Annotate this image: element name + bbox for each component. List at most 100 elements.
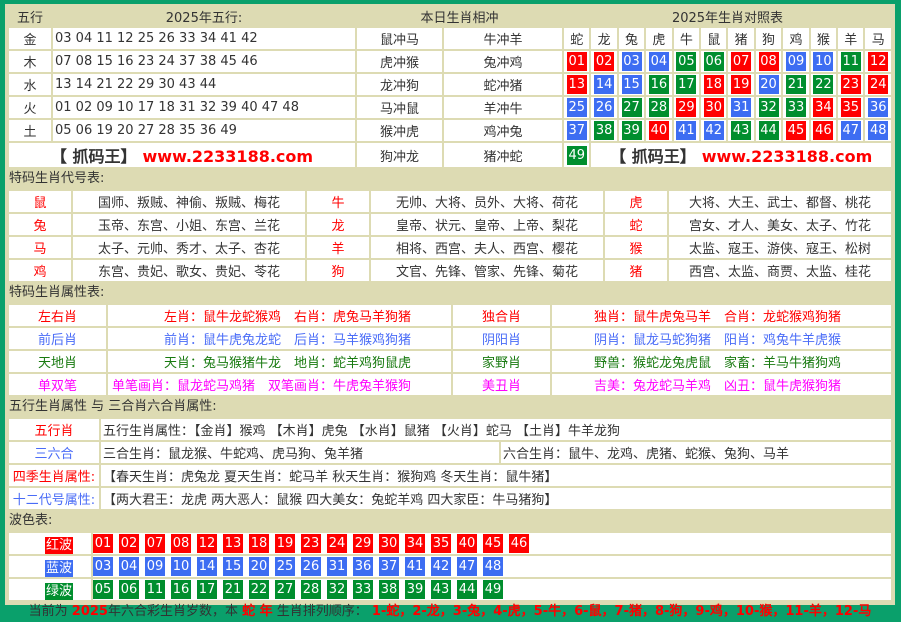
attr-row: 天地肖 天肖：兔马猴猪牛龙 地肖：蛇羊鸡狗鼠虎 家野肖 野兽：猴蛇龙兔虎鼠 家畜：羊马…: [9, 351, 891, 372]
number-ball: 03: [93, 557, 113, 576]
zodiac-animal: 兔: [618, 28, 645, 49]
attr-a: 阴肖：鼠龙马蛇狗猪: [593, 333, 711, 348]
attr-label: 前后肖: [9, 328, 106, 349]
clash-1: 龙冲狗: [357, 74, 442, 95]
zodiac-number-cell: 30: [701, 97, 727, 118]
zodiac-number-cell: 03: [618, 51, 645, 72]
clash-2: 猪冲蛇: [444, 143, 563, 167]
number-ball: 09: [785, 52, 806, 71]
element-numbers: 13 14 21 22 29 30 43 44: [53, 74, 355, 95]
number-ball: 07: [145, 534, 165, 553]
number-ball: 29: [353, 534, 373, 553]
clash-2: 牛冲羊: [444, 28, 563, 49]
number-ball: 40: [457, 534, 477, 553]
zodiac-number-cell: 48: [865, 120, 891, 141]
attr-a: 野兽：猴蛇龙兔虎鼠: [593, 356, 711, 371]
zodiac-number-cell: 05: [673, 51, 700, 72]
zodiac-animal: 狗: [755, 28, 782, 49]
wave-numbers: 05 06 11 16 17 21 22 27 28 32 33 38 39 43 44 49: [93, 579, 891, 600]
number-ball: 47: [457, 557, 477, 576]
zodiac-number-cell: 11: [838, 51, 864, 72]
zodiac-number-cell: 32: [755, 97, 782, 118]
zodiac-animal: 蛇: [564, 28, 590, 49]
element-cell: 木: [9, 51, 51, 72]
season-text: 【春天生肖：虎兔龙 夏天生肖：蛇马羊 秋天生肖：猴狗鸡 冬天生肖：鼠牛猪】: [101, 465, 891, 486]
number-ball: 10: [813, 52, 834, 71]
wave-label: 红波: [9, 533, 91, 554]
number-ball: 15: [223, 557, 243, 576]
zodiac-number-cell: 12: [865, 51, 891, 72]
zodiac-number-cell: 41: [673, 120, 700, 141]
codes-table: 鼠国师、叛贼、神偷、叛贼、梅花牛无帅、大将、员外、大将、荷花虎大将、大王、武士、…: [7, 189, 893, 283]
number-ball: 35: [431, 534, 451, 553]
number-ball: 41: [405, 557, 425, 576]
code-names: 皇帝、状元、皇帝、上帝、梨花: [371, 214, 603, 235]
number-ball: 47: [840, 121, 861, 140]
zodiac-number-cell: 27: [618, 97, 645, 118]
header-wuxing: 五行: [9, 6, 51, 26]
zodiac-number-cell: 47: [838, 120, 864, 141]
number-ball: 01: [566, 52, 587, 71]
number-ball: 27: [275, 580, 295, 599]
code-zodiac: 蛇: [605, 214, 667, 235]
number-ball: 14: [197, 557, 217, 576]
number-ball: 46: [813, 121, 834, 140]
attr-b: 后肖：马羊猴鸡狗猪: [293, 333, 411, 348]
zodiac-animal: 猪: [728, 28, 754, 49]
number-ball: 06: [703, 52, 724, 71]
number-ball: 18: [703, 75, 724, 94]
wave-numbers: 03 04 09 10 14 15 20 25 26 31 36 37 41 42 47 48: [93, 556, 891, 577]
number-ball: 25: [275, 557, 295, 576]
clash-1: 虎冲猴: [357, 51, 442, 72]
zodiac-number-cell: 28: [646, 97, 672, 118]
number-ball: 48: [868, 121, 889, 140]
number-ball: 05: [676, 52, 697, 71]
zodiac-number-cell: 01: [564, 51, 590, 72]
attr-label: 家野肖: [453, 351, 550, 372]
number-ball: 42: [703, 121, 724, 140]
wave-label: 蓝波: [9, 556, 91, 577]
element-cell: 火: [9, 97, 51, 118]
number-ball: 06: [119, 580, 139, 599]
zodiac-number-cell: 20: [755, 74, 782, 95]
number-ball: 19: [731, 75, 752, 94]
code-zodiac: 鸡: [9, 260, 71, 281]
number-ball: 33: [785, 98, 806, 117]
footer-animal: 蛇 年: [242, 604, 273, 619]
number-ball: 13: [223, 534, 243, 553]
attr-b: 合肖：龙蛇猴鸡狗猪: [723, 310, 841, 325]
zodiac-number-cell: 34: [810, 97, 837, 118]
number-ball: 22: [249, 580, 269, 599]
clash-1: 鼠冲马: [357, 28, 442, 49]
zodiac-number-cell: 44: [755, 120, 782, 141]
wave-name: 蓝波: [44, 560, 73, 577]
number-ball: 01: [93, 534, 113, 553]
clash-2: 鸡冲兔: [444, 120, 563, 141]
number-ball: 43: [731, 121, 752, 140]
number-ball: 29: [676, 98, 697, 117]
attr-values: 天肖：兔马猴猪牛龙 地肖：蛇羊鸡狗鼠虎: [108, 351, 451, 372]
number-ball: 03: [621, 52, 642, 71]
zodiac-number-cell: 18: [701, 74, 727, 95]
clash-1: 狗冲龙: [357, 143, 442, 167]
number-ball: 05: [93, 580, 113, 599]
number-ball: 04: [119, 557, 139, 576]
attr-values: 前肖：鼠牛虎兔龙蛇 后肖：马羊猴鸡狗猪: [108, 328, 451, 349]
zodiac-number-cell: 38: [591, 120, 617, 141]
code-names: 文官、先锋、管家、先锋、菊花: [371, 260, 603, 281]
code-names: 无帅、大将、员外、大将、荷花: [371, 191, 603, 212]
liuhe-text: 六合生肖：鼠牛、龙鸡、虎猪、蛇猴、兔狗、马羊: [501, 442, 891, 463]
zodiac-animal: 牛: [673, 28, 700, 49]
number-ball: 48: [483, 557, 503, 576]
wave-name: 红波: [44, 537, 73, 554]
attr-b: 凶丑：鼠牛虎猴狗猪: [723, 379, 841, 394]
number-ball: 44: [457, 580, 477, 599]
number-ball: 39: [405, 580, 425, 599]
number-ball: 23: [301, 534, 321, 553]
element-cell: 水: [9, 74, 51, 95]
code-zodiac: 兔: [9, 214, 71, 235]
attr-a: 单笔画肖：鼠龙蛇马鸡猪: [111, 379, 255, 394]
number-ball: 30: [379, 534, 399, 553]
page: 五行 2025年五行: 本日生肖相冲 2025年生肖对照表 金 03 04 11 …: [5, 4, 895, 619]
code-zodiac: 猪: [605, 260, 667, 281]
